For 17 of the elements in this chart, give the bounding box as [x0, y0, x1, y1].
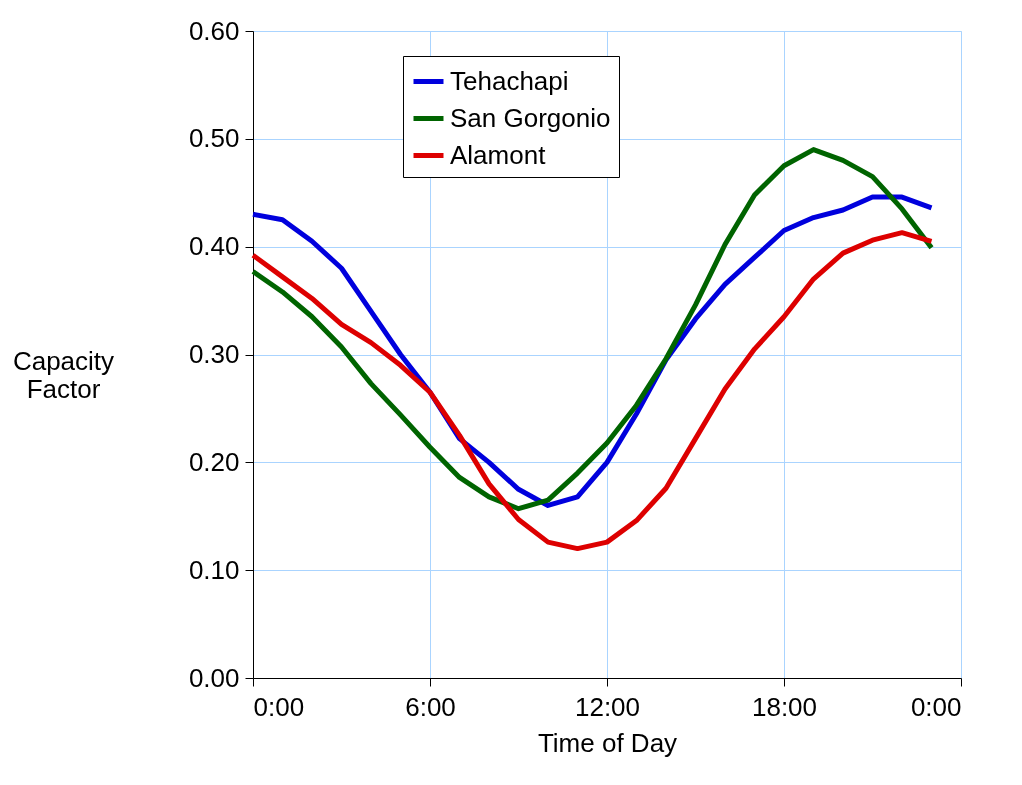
- legend-label: Alamont: [450, 139, 547, 170]
- y-tick-label: 0.40: [188, 231, 240, 262]
- y-tick-label: 0.00: [188, 662, 240, 693]
- legend-label: San Gorgonio: [450, 102, 611, 133]
- y-tick-label: 0.20: [188, 446, 240, 477]
- x-axis-title: Time of Day: [537, 727, 678, 758]
- x-tick-label: 0:00: [910, 691, 962, 722]
- x-tick-label: 18:00: [751, 691, 818, 722]
- x-tick-label: 6:00: [405, 691, 456, 722]
- x-tick-label: 0:00: [253, 691, 305, 722]
- legend-label: Tehachapi: [450, 65, 569, 96]
- x-tick-label: 12:00: [574, 691, 641, 722]
- y-tick-label: 0.10: [188, 554, 240, 585]
- y-tick-label: 0.60: [188, 15, 240, 46]
- y-tick-label: 0.50: [188, 123, 240, 154]
- y-axis-title: Capacity Factor: [12, 345, 115, 404]
- y-tick-label: 0.30: [188, 339, 240, 369]
